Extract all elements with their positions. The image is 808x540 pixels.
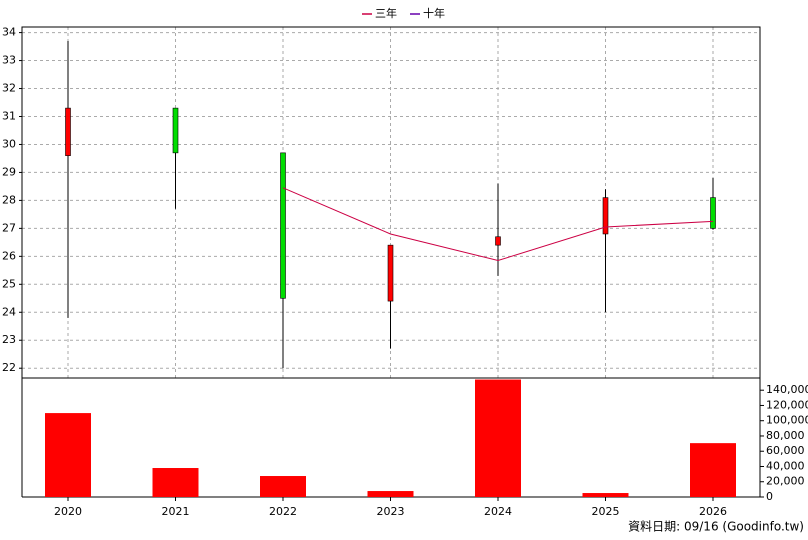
candle-body [172,107,179,154]
y-tick-label: 30 [2,137,16,150]
y-tick-label: 29 [2,165,16,178]
volume-bar [152,468,199,497]
y-tick-label: 22 [2,361,16,374]
y2-tick-label: 20,000 [766,475,805,488]
legend-label: 十年 [423,6,445,20]
volume-bar [582,493,629,497]
legend-label: 三年 [375,6,397,20]
x-tick-label: 2025 [592,505,620,518]
candle-body [710,197,716,229]
y-tick-label: 25 [2,277,16,290]
volume-bar [690,443,736,497]
y2-tick-label: 0 [766,490,773,503]
candle-body [602,197,609,235]
y-tick-label: 33 [2,54,16,67]
x-tick-label: 2020 [54,505,82,518]
y2-tick-label: 100,000 [766,414,808,427]
y2-tick-label: 140,000 [766,383,808,396]
x-tick-label: 2024 [484,505,512,518]
volume-bar [475,379,521,497]
y-tick-label: 34 [2,26,16,39]
plot-frame [21,26,761,379]
x-tick-label: 2026 [699,505,727,518]
x-tick-label: 2021 [162,505,190,518]
candle-body [65,107,71,156]
candle-body [387,244,394,302]
y-tick-label: 23 [2,333,16,346]
candle-body [280,152,286,299]
candle-body [495,236,501,246]
y2-tick-label: 40,000 [766,459,805,472]
x-tick-label: 2023 [377,505,405,518]
y2-tick-label: 60,000 [766,444,805,457]
volume-bar [260,476,306,497]
line-series [282,187,714,262]
y-tick-label: 28 [2,193,16,206]
y-tick-label: 24 [2,305,16,318]
volume-bar [45,413,91,497]
y-tick-label: 27 [2,221,16,234]
footer: 資料日期: 09/16 (Goodinfo.tw) [628,520,804,534]
y2-tick-label: 120,000 [766,398,808,411]
y-tick-label: 26 [2,249,16,262]
y2-tick-label: 80,000 [766,429,805,442]
volume-bar [367,491,414,497]
y-tick-label: 31 [2,109,16,122]
x-tick-label: 2022 [269,505,297,518]
y-tick-label: 32 [2,82,16,95]
